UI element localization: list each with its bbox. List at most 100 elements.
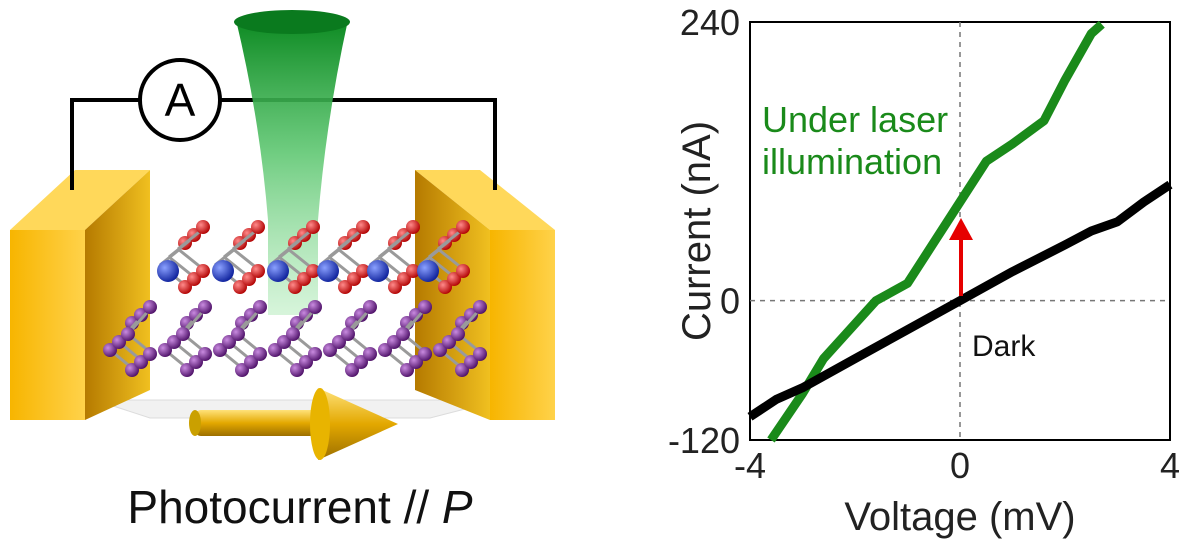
laser-series-label-line1: Under laser bbox=[762, 99, 948, 140]
cation-atom bbox=[267, 260, 289, 282]
layer-atom bbox=[400, 363, 414, 377]
cation-atom bbox=[212, 260, 234, 282]
series-line-laser bbox=[767, 20, 1105, 443]
layer-atom bbox=[198, 347, 212, 361]
oxygen-atom bbox=[251, 220, 265, 234]
right-electrode bbox=[415, 170, 555, 420]
cation-atom bbox=[317, 260, 339, 282]
y-axis-label: Current (nA) bbox=[675, 121, 719, 341]
oxygen-atom bbox=[187, 272, 201, 286]
cation-atom bbox=[367, 260, 389, 282]
layer-atom bbox=[363, 347, 377, 361]
layer-atom bbox=[299, 355, 313, 369]
layer-atom bbox=[299, 308, 313, 322]
layer-atom bbox=[253, 347, 267, 361]
layer-atom bbox=[244, 355, 258, 369]
device-illustration: A bbox=[10, 10, 555, 460]
oxygen-atom bbox=[306, 264, 320, 278]
layer-atom bbox=[189, 308, 203, 322]
layer-atom bbox=[308, 300, 322, 314]
ammeter-label: A bbox=[165, 74, 196, 126]
layer-atom bbox=[396, 327, 410, 341]
layer-atom bbox=[464, 308, 478, 322]
layer-atom bbox=[134, 308, 148, 322]
y-tick-label: 0 bbox=[720, 281, 740, 322]
photocurrent-arrow bbox=[949, 218, 973, 296]
oxygen-atom bbox=[388, 280, 402, 294]
layer-atom bbox=[143, 300, 157, 314]
laser-beam bbox=[234, 10, 350, 315]
oxygen-atom bbox=[406, 264, 420, 278]
oxygen-atom bbox=[438, 280, 452, 294]
layer-atom bbox=[253, 300, 267, 314]
oxygen-atom bbox=[196, 264, 210, 278]
layer-atom bbox=[387, 335, 401, 349]
oxygen-atom bbox=[297, 272, 311, 286]
cation-atom bbox=[417, 260, 439, 282]
layer-atom bbox=[222, 335, 236, 349]
ammeter: A bbox=[138, 58, 222, 142]
layer-atom bbox=[473, 347, 487, 361]
layer-atom bbox=[277, 335, 291, 349]
iv-chart: -4 0 4 -120 0 240 Voltage (mV) Current (nA) U… bbox=[668, 2, 1180, 539]
oxygen-atom bbox=[242, 272, 256, 286]
oxygen-atom bbox=[233, 280, 247, 294]
layer-atom bbox=[345, 363, 359, 377]
series-line-dark bbox=[747, 180, 1173, 421]
oxygen-atom bbox=[178, 280, 192, 294]
x-tick-label: 4 bbox=[1160, 445, 1180, 486]
layer-atom bbox=[176, 327, 190, 341]
oxygen-atom bbox=[447, 272, 461, 286]
layer-atom bbox=[418, 300, 432, 314]
oxygen-atom bbox=[397, 272, 411, 286]
layer-atom bbox=[231, 327, 245, 341]
layer-atom bbox=[167, 335, 181, 349]
layer-atom bbox=[121, 327, 135, 341]
layer-atom bbox=[198, 300, 212, 314]
layer-atom bbox=[235, 363, 249, 377]
oxygen-atom bbox=[196, 220, 210, 234]
layer-atom bbox=[473, 300, 487, 314]
layer-atom bbox=[134, 355, 148, 369]
oxygen-atom bbox=[288, 280, 302, 294]
layer-atom bbox=[363, 300, 377, 314]
layer-atom bbox=[268, 343, 282, 357]
layer-atom bbox=[308, 347, 322, 361]
layer-atom bbox=[213, 343, 227, 357]
layer-atom bbox=[323, 343, 337, 357]
layer-atom bbox=[125, 363, 139, 377]
oxygen-atom bbox=[356, 264, 370, 278]
layer-atom bbox=[180, 363, 194, 377]
caption-text: Photocurrent // bbox=[127, 481, 442, 533]
layer-atom bbox=[143, 347, 157, 361]
oxygen-atom bbox=[356, 220, 370, 234]
layer-atom bbox=[418, 347, 432, 361]
layer-atom bbox=[189, 355, 203, 369]
cation-atom bbox=[157, 260, 179, 282]
oxygen-atom bbox=[338, 280, 352, 294]
oxygen-atom bbox=[347, 272, 361, 286]
layer-atom bbox=[158, 343, 172, 357]
oxygen-atom bbox=[456, 220, 470, 234]
layer-atom bbox=[354, 308, 368, 322]
device-caption: Photocurrent // P bbox=[60, 480, 540, 534]
x-tick-label: -4 bbox=[734, 445, 766, 486]
x-axis-label: Voltage (mV) bbox=[844, 495, 1075, 539]
crystal-lattice bbox=[103, 220, 487, 377]
y-tick-label: -120 bbox=[668, 420, 740, 461]
laser-series-label-line2: illumination bbox=[762, 141, 942, 182]
oxygen-atom bbox=[456, 264, 470, 278]
oxygen-atom bbox=[406, 220, 420, 234]
layer-atom bbox=[332, 335, 346, 349]
polarization-arrow bbox=[189, 388, 398, 460]
layer-atom bbox=[378, 343, 392, 357]
layer-atom bbox=[442, 335, 456, 349]
layer-atom bbox=[103, 343, 117, 357]
left-electrode bbox=[10, 170, 150, 420]
oxygen-atom bbox=[251, 264, 265, 278]
layer-atom bbox=[354, 355, 368, 369]
layer-atom bbox=[409, 355, 423, 369]
y-tick-label: 240 bbox=[680, 2, 740, 43]
layer-atom bbox=[451, 327, 465, 341]
layer-atom bbox=[464, 355, 478, 369]
